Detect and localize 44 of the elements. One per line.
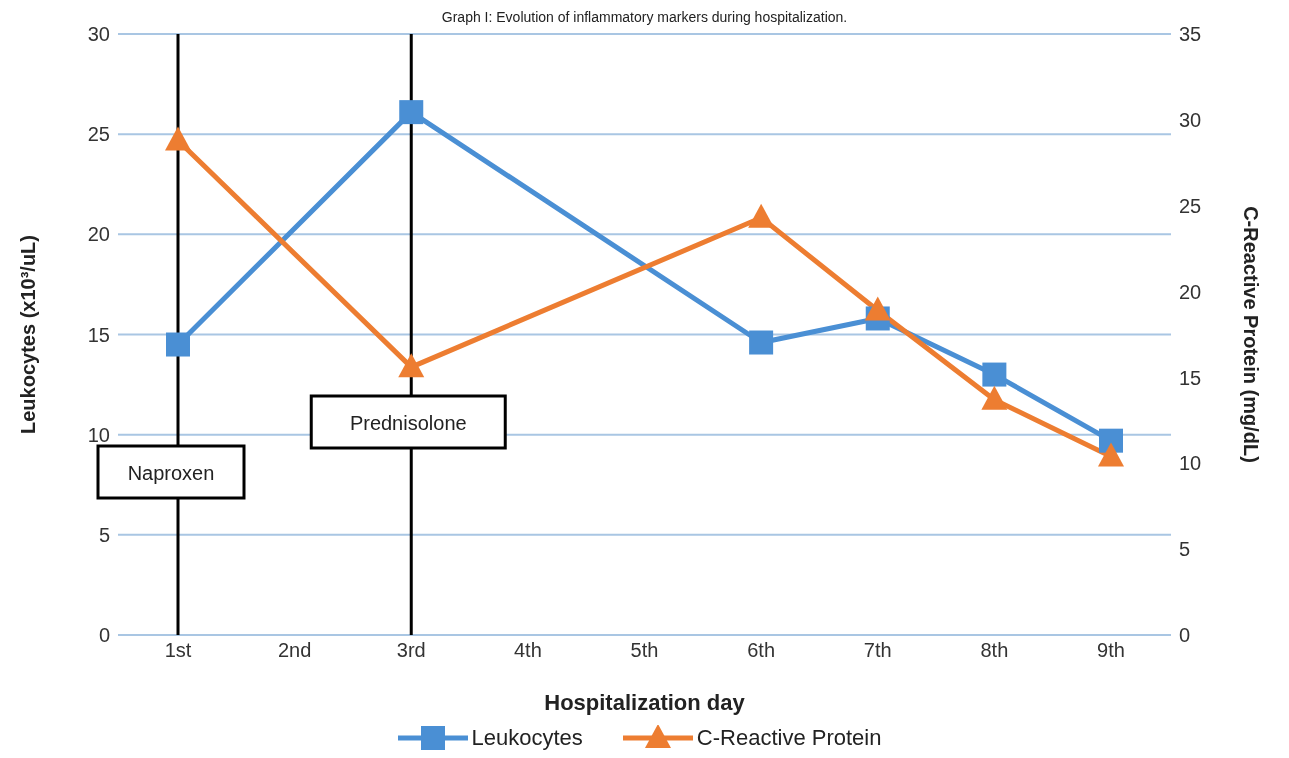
- chart-title: Graph I: Evolution of inflammatory markers during hospitalization.: [441, 9, 848, 25]
- point: [749, 330, 774, 355]
- y2-tick-label: 5: [1179, 538, 1191, 561]
- point: [748, 203, 775, 228]
- x-tick-label: 5th: [630, 639, 659, 662]
- x-tick-label: 7th: [863, 639, 892, 662]
- x-axis-title: Hospitalization day: [544, 690, 746, 715]
- label-box: Prednisolone: [309, 394, 507, 450]
- point: [981, 385, 1008, 410]
- x-tick-label: 4th: [513, 639, 542, 662]
- y-tick-label: 20: [87, 223, 110, 246]
- point: [399, 100, 424, 125]
- y2-tick-label: 10: [1179, 452, 1202, 475]
- y-tick-label: 5: [98, 523, 110, 546]
- y-axis-title: Leukocytes (x10³/uL): [17, 235, 40, 434]
- y2-tick-label: 15: [1179, 366, 1202, 389]
- x-tick-label: 1st: [164, 639, 192, 662]
- legend-label: C-Reactive Protein: [696, 725, 882, 751]
- y2-axis-title: C-Reactive Protein (mg/dL): [1239, 206, 1262, 463]
- point: [398, 353, 425, 378]
- y2-tick-label: 20: [1179, 280, 1202, 303]
- y2-tick-label: 0: [1179, 624, 1191, 647]
- point: [982, 362, 1007, 387]
- x-tick-label: 9th: [1097, 639, 1125, 662]
- y2-tick-label: 25: [1179, 194, 1202, 217]
- y2-tick-label: 35: [1179, 23, 1202, 46]
- point: [166, 332, 190, 357]
- point: [165, 126, 191, 151]
- x-tick-label: 2nd: [277, 639, 312, 662]
- y-tick-label: 10: [87, 423, 110, 446]
- x-tick-label: 3rd: [396, 639, 426, 662]
- x-tick-label: 8th: [980, 639, 1009, 662]
- ref-line-label: Naproxen: [127, 462, 215, 484]
- legend-label: Leukocytes: [471, 725, 583, 751]
- label-box: Naproxen: [96, 444, 246, 500]
- y2-tick-label: 30: [1179, 108, 1202, 131]
- x-tick-label: 6th: [747, 639, 776, 662]
- point: [864, 296, 891, 321]
- ref-line-label: Prednisolone: [349, 412, 467, 434]
- y-tick-label: 25: [87, 123, 110, 146]
- y-tick-label: 30: [87, 23, 110, 46]
- point: [1098, 442, 1124, 467]
- y-tick-label: 15: [87, 323, 110, 346]
- y-tick-label: 0: [98, 624, 110, 647]
